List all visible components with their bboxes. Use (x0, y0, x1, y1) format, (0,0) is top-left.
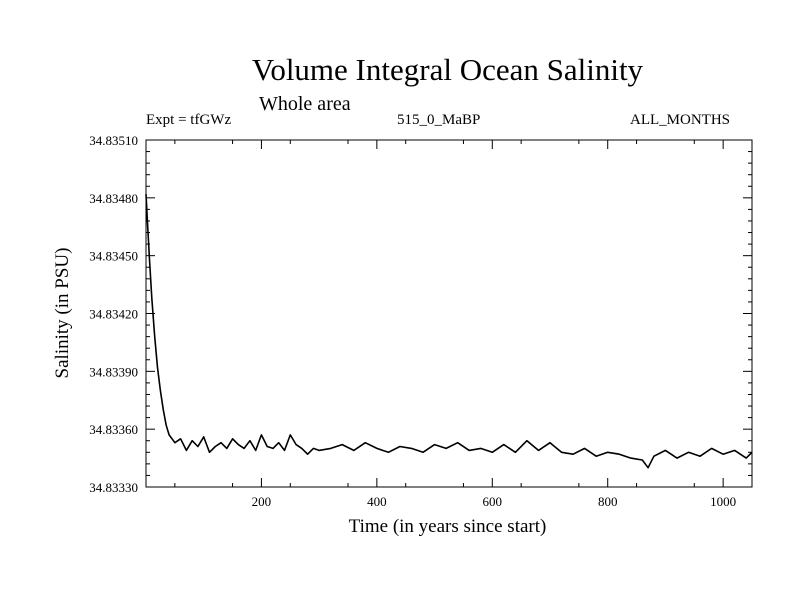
salinity-series-line (145, 193, 753, 469)
chart-subtitle: Whole area (259, 93, 351, 115)
x-tick-label: 600 (483, 494, 503, 509)
y-tick-label: 34.83330 (89, 480, 138, 495)
months-label: ALL_MONTHS (630, 112, 730, 128)
period-label: 515_0_MaBP (397, 112, 481, 128)
y-tick-label: 34.83450 (89, 249, 138, 264)
x-tick-label: 400 (367, 494, 387, 509)
experiment-label: Expt = tfGWz (146, 112, 232, 128)
y-tick-label: 34.83420 (89, 307, 138, 322)
plot-frame (145, 139, 753, 488)
y-tick-label: 34.83480 (89, 191, 138, 206)
x-tick-label: 1000 (710, 494, 736, 509)
y-tick-label: 34.83390 (89, 364, 138, 379)
x-axis-label: Time (in years since start) (348, 516, 547, 537)
x-tick-label: 200 (252, 494, 272, 509)
y-tick-label: 34.83510 (89, 133, 138, 148)
chart-title: Volume Integral Ocean Salinity (251, 52, 644, 87)
x-tick-label: 800 (598, 494, 618, 509)
y-tick-label: 34.83360 (89, 422, 138, 437)
